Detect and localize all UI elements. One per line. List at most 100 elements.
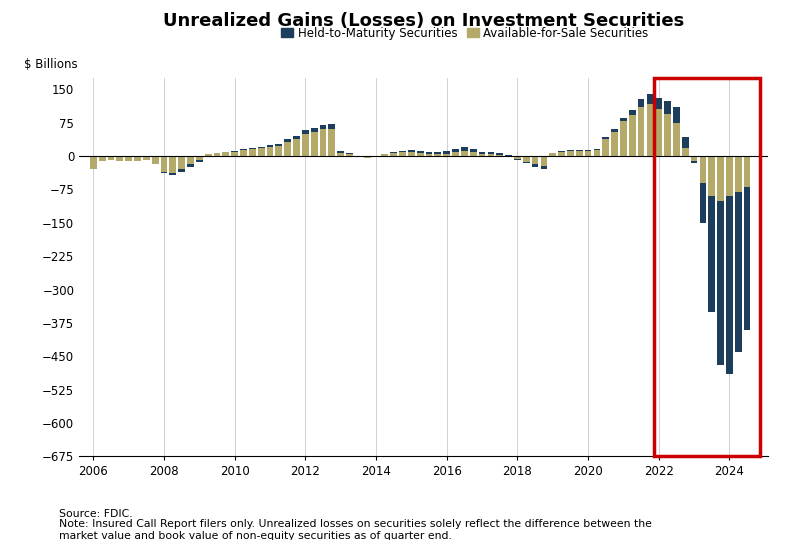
Bar — [267, 145, 273, 147]
Bar — [214, 153, 220, 156]
Bar — [382, 154, 388, 156]
Bar — [638, 107, 645, 156]
Bar — [276, 144, 282, 146]
Bar — [196, 160, 203, 162]
Bar — [293, 136, 300, 139]
Bar — [276, 146, 282, 156]
Title: Unrealized Gains (Losses) on Investment Securities: Unrealized Gains (Losses) on Investment … — [163, 11, 684, 30]
Bar — [558, 151, 565, 152]
Bar — [726, 156, 733, 196]
Bar — [744, 187, 750, 329]
Bar — [258, 147, 265, 148]
Bar — [744, 156, 750, 187]
Bar — [452, 152, 459, 156]
Bar — [205, 156, 211, 158]
Bar — [284, 139, 291, 142]
Bar — [478, 154, 485, 156]
Bar — [267, 147, 273, 156]
Bar — [320, 125, 326, 130]
Bar — [223, 152, 229, 156]
Bar — [152, 156, 158, 164]
Bar — [169, 173, 176, 176]
Bar — [231, 152, 238, 156]
Bar — [169, 156, 176, 173]
Bar — [664, 100, 671, 114]
Bar — [531, 164, 539, 167]
Bar — [646, 94, 653, 104]
Bar — [329, 129, 335, 156]
Text: $ Billions: $ Billions — [24, 58, 78, 71]
Bar — [718, 156, 724, 200]
Bar — [531, 156, 539, 164]
Bar — [558, 152, 565, 156]
Bar — [461, 151, 468, 156]
Bar — [249, 149, 256, 156]
Bar — [310, 132, 318, 156]
Bar — [310, 127, 318, 132]
Bar — [240, 150, 247, 156]
Bar — [611, 132, 618, 156]
Bar — [444, 154, 450, 156]
Bar — [435, 154, 441, 156]
Bar — [143, 156, 150, 160]
Bar — [691, 160, 698, 163]
Bar — [470, 152, 477, 156]
Bar — [540, 166, 547, 170]
Bar — [488, 154, 494, 156]
Bar — [638, 99, 645, 107]
Bar — [178, 156, 185, 168]
Bar — [735, 192, 741, 352]
Bar — [550, 153, 556, 156]
Bar — [726, 196, 733, 374]
Bar — [497, 155, 503, 156]
Bar — [408, 150, 415, 152]
Bar — [364, 156, 371, 158]
Bar — [567, 151, 573, 156]
Bar — [523, 156, 530, 162]
Bar — [514, 156, 520, 159]
Bar — [523, 162, 530, 163]
Bar — [691, 156, 698, 160]
Bar — [196, 156, 203, 160]
Bar — [603, 139, 609, 156]
Bar — [337, 151, 344, 153]
Bar — [646, 104, 653, 156]
Bar — [399, 151, 406, 152]
Bar — [699, 183, 706, 223]
Bar — [302, 134, 309, 156]
Bar — [435, 152, 441, 154]
Bar — [205, 154, 211, 156]
Bar — [576, 150, 583, 151]
Bar — [302, 130, 309, 134]
Bar — [584, 151, 592, 156]
Bar — [655, 98, 662, 110]
Bar — [488, 152, 494, 154]
Bar — [178, 168, 185, 172]
Bar — [99, 156, 105, 161]
Bar — [682, 148, 688, 156]
Bar — [187, 156, 194, 164]
Bar — [399, 152, 406, 156]
Bar — [116, 156, 124, 160]
Bar — [699, 156, 706, 183]
Bar — [708, 156, 715, 196]
Bar — [603, 138, 609, 139]
Bar — [214, 156, 220, 157]
Bar — [452, 148, 459, 152]
Bar — [346, 154, 353, 156]
Bar — [593, 150, 600, 156]
Bar — [408, 152, 415, 156]
Bar — [576, 151, 583, 156]
Bar — [258, 148, 265, 156]
Bar — [187, 164, 194, 167]
Bar — [664, 114, 671, 156]
Bar — [108, 156, 114, 160]
Bar — [470, 149, 477, 152]
Bar — [567, 150, 573, 151]
Bar — [444, 151, 450, 154]
Bar — [161, 172, 167, 173]
Bar — [425, 154, 432, 156]
Text: Note: Insured Call Report filers only. Unrealized losses on securities solely re: Note: Insured Call Report filers only. U… — [59, 519, 653, 540]
Bar — [708, 196, 715, 312]
Bar — [497, 153, 503, 155]
